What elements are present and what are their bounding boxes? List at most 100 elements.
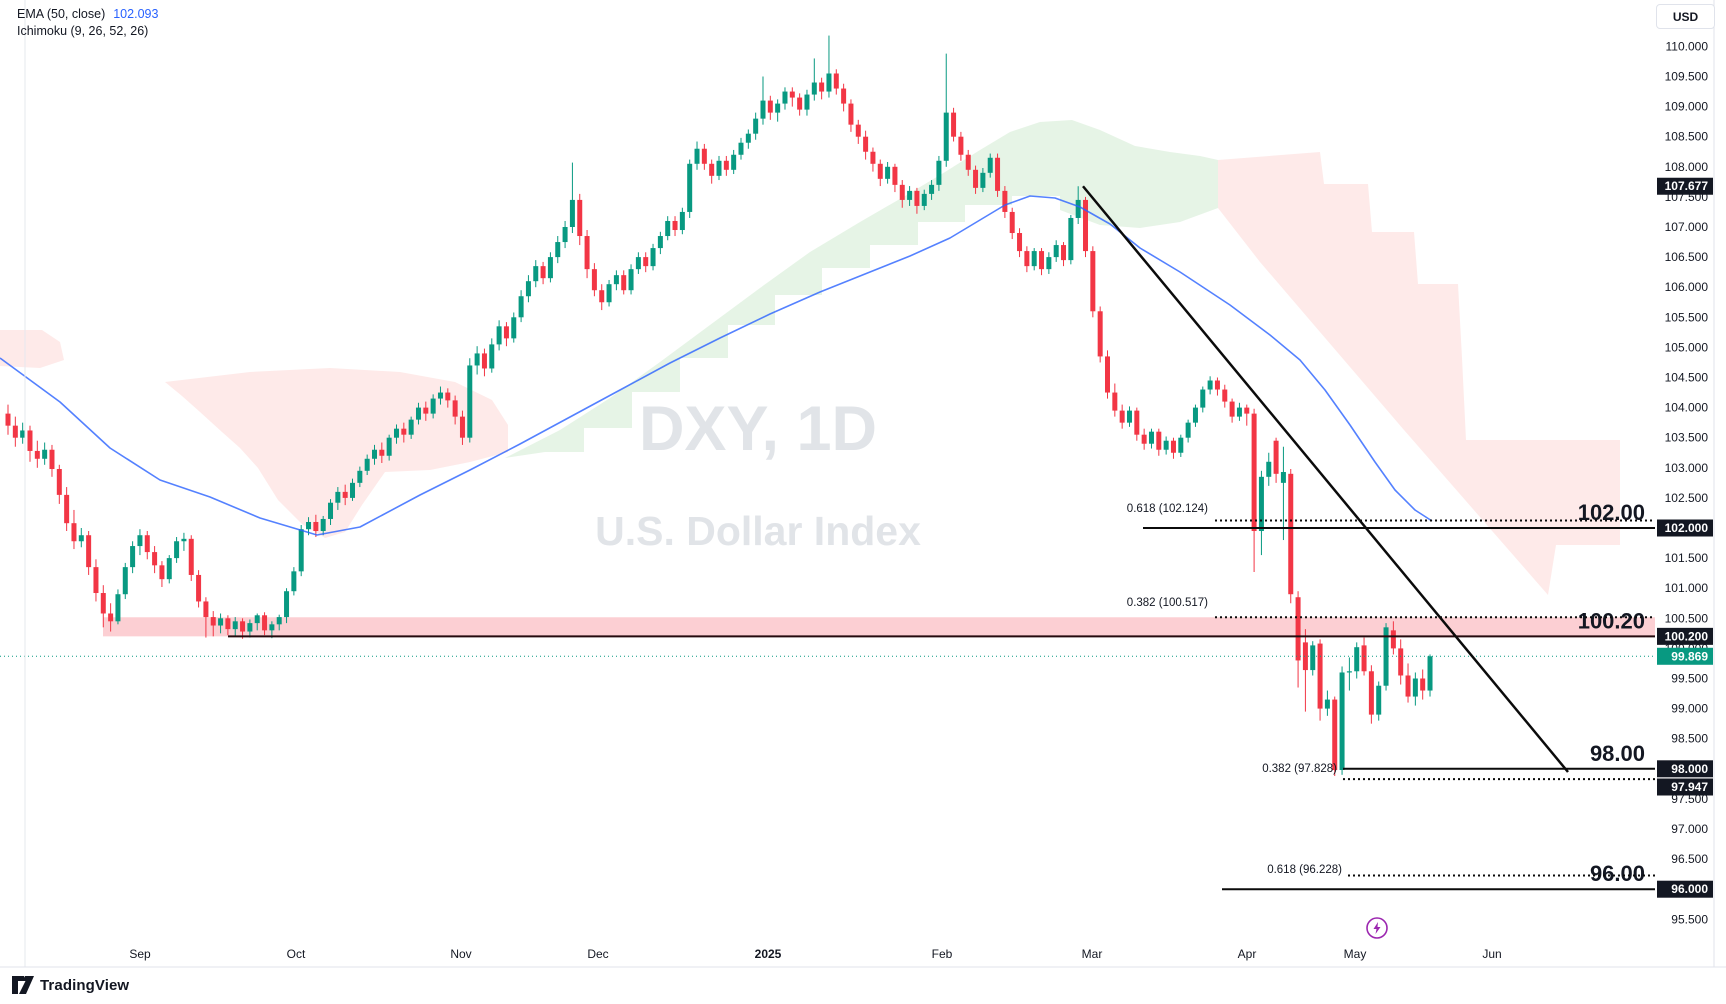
price-axis-label[interactable]: 108.000 [1665, 160, 1709, 174]
price-axis-label[interactable]: 106.000 [1665, 280, 1709, 294]
candle-body [1361, 645, 1367, 672]
time-axis-label-dec[interactable]: Dec [587, 947, 608, 961]
price-axis-label[interactable]: 108.500 [1665, 130, 1709, 144]
price-axis-label[interactable]: 99.000 [1671, 702, 1708, 716]
candle-body [1222, 389, 1228, 402]
candle-body [547, 257, 553, 279]
candle-body [562, 227, 568, 243]
drawing-price-label: 97.947 [1671, 780, 1708, 794]
candle-body [1420, 678, 1426, 691]
candle-body [1170, 440, 1176, 453]
time-axis-label-mar[interactable]: Mar [1082, 947, 1103, 961]
price-axis-label[interactable]: 97.000 [1671, 822, 1708, 836]
candle-body [826, 73, 832, 92]
time-axis-label-oct[interactable]: Oct [287, 947, 306, 961]
time-axis-label-may[interactable]: May [1344, 947, 1367, 961]
candle-body [452, 400, 458, 417]
time-axis-label-jun[interactable]: Jun [1482, 947, 1501, 961]
price-axis-label[interactable]: 100.500 [1665, 611, 1709, 625]
candle-body [555, 242, 561, 258]
price-axis-label[interactable]: 95.500 [1671, 912, 1708, 926]
candle-body [489, 344, 495, 369]
time-axis-label-apr[interactable]: Apr [1238, 947, 1257, 961]
price-axis-label[interactable]: 104.000 [1665, 401, 1709, 415]
candle-body [137, 535, 143, 547]
price-axis-label[interactable]: 109.000 [1665, 100, 1709, 114]
candle-body [284, 591, 290, 618]
price-axis-label[interactable]: 110.000 [1666, 39, 1709, 53]
support-zone-band[interactable] [103, 617, 1655, 637]
tradingview-logo[interactable]: TradingView [12, 976, 129, 995]
price-axis-label[interactable]: 105.500 [1665, 310, 1709, 324]
price-axis-label[interactable]: 103.500 [1665, 431, 1709, 445]
candle-body [247, 623, 253, 632]
price-axis-label[interactable]: 96.500 [1671, 852, 1708, 866]
candle-body [958, 136, 964, 155]
candle-body [1185, 422, 1191, 438]
candle-body [599, 290, 605, 303]
candle-body [731, 154, 737, 170]
price-axis-label[interactable]: 109.500 [1665, 70, 1709, 84]
candle-body [672, 220, 678, 231]
time-axis-label-sep[interactable]: Sep [129, 947, 151, 961]
candle-body [5, 413, 11, 426]
candle-body [393, 428, 399, 438]
candle-body [210, 617, 216, 626]
candle-body [445, 392, 451, 401]
candle-body [936, 160, 942, 185]
candle-body [701, 148, 707, 164]
price-axis-label[interactable]: 104.500 [1665, 371, 1709, 385]
drawing-price-label-box [1657, 519, 1713, 537]
price-axis-label[interactable]: 107.000 [1665, 220, 1709, 234]
candle-body [1302, 642, 1308, 671]
candle-body [855, 124, 861, 137]
candle-body [1273, 440, 1279, 474]
time-axis-label-nov[interactable]: Nov [450, 947, 471, 961]
candle-body [709, 163, 715, 176]
currency-unit-button[interactable]: USD [1656, 4, 1715, 29]
candle-body [511, 317, 517, 339]
watermark-title: U.S. Dollar Index [595, 508, 921, 554]
candle-body [973, 169, 979, 188]
candle-body [723, 160, 729, 170]
descending-trendline[interactable] [1082, 185, 1569, 773]
candle-body [995, 157, 1001, 191]
price-axis-label[interactable]: 101.500 [1665, 551, 1709, 565]
candle-body [921, 193, 927, 206]
legend-ichimoku-row[interactable]: Ichimoku (9, 26, 52, 26) [17, 23, 158, 40]
candle-body [980, 172, 986, 188]
candle-body [130, 546, 136, 568]
candle-body [965, 154, 971, 170]
price-axis-label[interactable]: 101.000 [1665, 581, 1709, 595]
time-axis-label-2025[interactable]: 2025 [755, 947, 782, 961]
candle-body [93, 567, 99, 594]
tradingview-logo-text: TradingView [40, 977, 130, 994]
candle-body [1009, 211, 1015, 234]
ichimoku-cloud-pink-0 [0, 330, 64, 368]
candle-body [767, 100, 773, 113]
price-axis-label[interactable]: 106.500 [1665, 250, 1709, 264]
candle-body [789, 91, 795, 98]
currency-unit-label: USD [1672, 9, 1699, 24]
candle-body [1075, 199, 1081, 218]
candle-body [306, 521, 312, 530]
price-axis-label[interactable]: 105.000 [1665, 340, 1709, 354]
price-axis-label[interactable]: 103.000 [1665, 461, 1709, 475]
price-axis-label[interactable]: 102.500 [1665, 491, 1709, 505]
drawing-price-label-box [1657, 760, 1713, 778]
candle-body [804, 94, 810, 110]
candle-body [870, 151, 876, 164]
candle-body [797, 97, 803, 110]
candle-body [863, 136, 869, 152]
price-axis-label[interactable]: 98.500 [1671, 732, 1708, 746]
last-price-label: 99.869 [1671, 649, 1708, 663]
drawing-price-label: 96.000 [1671, 882, 1708, 896]
candle-body [34, 450, 40, 459]
price-axis-label[interactable]: 99.500 [1671, 672, 1708, 686]
candle-body [320, 518, 326, 532]
candle-body [64, 494, 70, 524]
legend-ema-row[interactable]: EMA (50, close) 102.093 [17, 6, 158, 23]
time-axis-label-feb[interactable]: Feb [932, 947, 953, 961]
